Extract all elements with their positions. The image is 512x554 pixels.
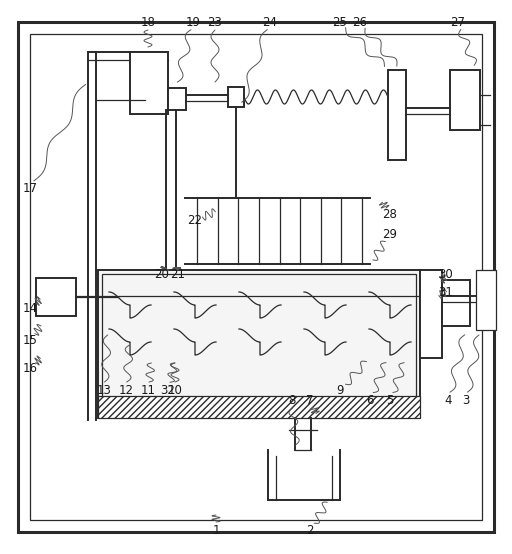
Text: 23: 23: [207, 16, 222, 28]
Text: 17: 17: [23, 182, 37, 194]
Text: 7: 7: [306, 393, 314, 407]
Bar: [228, 87, 244, 107]
Text: 32: 32: [161, 383, 176, 397]
Text: 30: 30: [439, 269, 453, 281]
Text: 6: 6: [366, 393, 374, 407]
Bar: [98, 396, 420, 418]
Bar: [476, 270, 496, 330]
Text: 28: 28: [382, 208, 397, 222]
Text: 18: 18: [141, 16, 156, 28]
Bar: [442, 280, 470, 326]
Bar: [102, 274, 416, 414]
Text: 19: 19: [185, 16, 201, 28]
Text: 2: 2: [306, 524, 314, 536]
Text: 14: 14: [23, 301, 37, 315]
Bar: [450, 70, 480, 130]
Text: 4: 4: [444, 393, 452, 407]
Text: 8: 8: [288, 393, 296, 407]
Text: 13: 13: [97, 383, 112, 397]
Bar: [168, 88, 186, 110]
Text: 9: 9: [336, 383, 344, 397]
Text: 21: 21: [170, 269, 185, 281]
Text: 12: 12: [118, 383, 134, 397]
Bar: [130, 52, 168, 114]
Text: 20: 20: [155, 269, 169, 281]
Text: 1: 1: [212, 524, 220, 536]
Text: 16: 16: [23, 362, 37, 375]
Bar: [420, 270, 442, 358]
Text: 26: 26: [352, 16, 368, 28]
Text: 25: 25: [333, 16, 348, 28]
Bar: [36, 278, 76, 316]
Text: 29: 29: [382, 228, 397, 242]
Text: 31: 31: [439, 285, 454, 299]
Text: 24: 24: [263, 16, 278, 28]
Text: 15: 15: [23, 334, 37, 346]
Text: 22: 22: [187, 213, 203, 227]
Text: 10: 10: [167, 383, 182, 397]
Text: 3: 3: [462, 393, 470, 407]
Bar: [98, 270, 420, 418]
Text: 27: 27: [451, 16, 465, 28]
Bar: [30, 34, 482, 520]
Text: 5: 5: [387, 393, 394, 407]
Text: 11: 11: [140, 383, 156, 397]
Bar: [388, 70, 406, 160]
